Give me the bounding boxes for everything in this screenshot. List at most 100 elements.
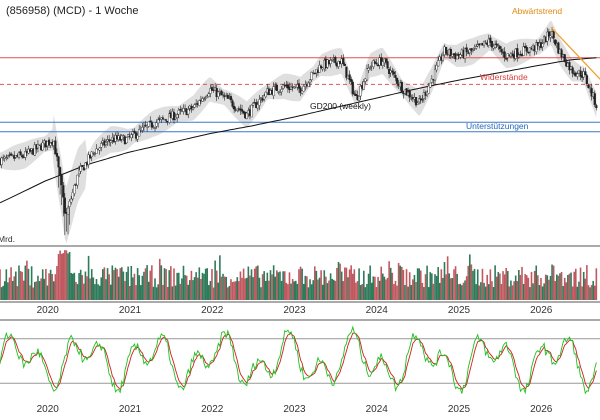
volume-bar (568, 273, 571, 300)
volume-bar (22, 280, 25, 300)
volume-bar (106, 268, 109, 300)
volume-bar (62, 253, 65, 300)
candle-body (138, 128, 141, 137)
volume-bar (424, 274, 427, 300)
volume-bar (220, 276, 223, 300)
candle-body (198, 100, 201, 106)
volume-bar (524, 274, 526, 300)
volume-bar (385, 279, 387, 300)
candle-body (187, 109, 190, 115)
candle-body (427, 85, 430, 94)
volume-bar (543, 283, 545, 300)
candle-body (66, 207, 70, 215)
volume-bar (494, 265, 496, 300)
candle-body (391, 70, 394, 73)
candle-body (98, 147, 101, 151)
volume-bar (233, 281, 235, 300)
volume-bar (249, 275, 251, 300)
volume-bar (557, 275, 560, 300)
volume-bar (510, 280, 512, 300)
volume-bar (389, 267, 392, 300)
volume-bar (529, 287, 531, 300)
candle-body (84, 162, 87, 170)
volume-bar (574, 268, 577, 300)
volume-bar (38, 281, 41, 300)
volume-bar (27, 268, 30, 300)
candle-body (350, 79, 353, 82)
volume-bar (177, 272, 180, 300)
candle-body (104, 141, 108, 145)
volume-bar (165, 269, 167, 300)
volume-bar (475, 284, 477, 300)
volume-bars (0, 250, 598, 300)
candle-body (500, 49, 503, 53)
candle-body (568, 62, 571, 71)
volume-bar (0, 269, 1, 300)
volume-bar (290, 283, 292, 300)
volume-bar (40, 278, 42, 300)
volume-bar (429, 272, 432, 300)
x-tick-label: 2021 (119, 404, 142, 415)
volume-bar (378, 280, 381, 300)
candle-body (229, 96, 233, 101)
volume-bar (100, 277, 103, 300)
volume-bar (174, 285, 177, 300)
volume-bar (432, 283, 435, 300)
candle-body (47, 139, 51, 145)
volume-bar (293, 281, 296, 300)
volume-bar (361, 284, 364, 300)
volume-bar (332, 279, 335, 300)
volume-bar (139, 285, 142, 300)
candle-body (209, 88, 212, 94)
volume-bar (434, 274, 436, 300)
volume-bar (313, 266, 316, 300)
volume-bar (540, 278, 542, 300)
volume-bar (60, 253, 63, 300)
volume-bar (554, 281, 557, 300)
volume-bar (312, 280, 315, 300)
volume-bar (581, 286, 583, 300)
volume-bar (157, 284, 159, 300)
candle-body (345, 66, 348, 78)
volume-bar (579, 267, 582, 300)
candle-body (263, 95, 266, 100)
candle-body (92, 152, 95, 154)
candle-body (584, 71, 587, 76)
volume-bar (16, 286, 19, 300)
volume-bar (587, 285, 590, 300)
volume-bar (250, 269, 253, 300)
volume-bar (513, 281, 515, 300)
volume-bar (274, 276, 277, 300)
volume-bar (160, 265, 163, 300)
volume-bar (24, 265, 27, 300)
volume-bar (71, 273, 74, 300)
volume-bar (450, 278, 452, 300)
volume-bar (522, 283, 525, 300)
candle-body (351, 81, 354, 95)
volume-bar (103, 267, 106, 300)
volume-bar (405, 269, 408, 300)
volume-bar (375, 287, 378, 300)
volume-bar (595, 268, 598, 300)
volume-bar (73, 272, 76, 300)
volume-bar (108, 274, 110, 300)
volume-bar (276, 270, 278, 300)
candle-body (193, 104, 196, 108)
x-tick-label: 2020 (37, 305, 60, 316)
volume-bar (217, 282, 220, 300)
volume-bar (565, 282, 568, 300)
volume-bar (370, 282, 373, 300)
volume-bar (350, 265, 352, 300)
gd200-polyline (0, 57, 597, 204)
candle-body (190, 106, 193, 110)
candle-body (261, 98, 264, 101)
candle-body (342, 58, 345, 65)
candle-body (226, 94, 229, 99)
volume-bar (438, 282, 441, 300)
volume-bar (326, 283, 329, 300)
candle-body (400, 82, 403, 93)
candle-body (240, 109, 244, 112)
candle-body (125, 137, 128, 144)
volume-bar (35, 281, 38, 300)
candle-body (380, 57, 383, 66)
